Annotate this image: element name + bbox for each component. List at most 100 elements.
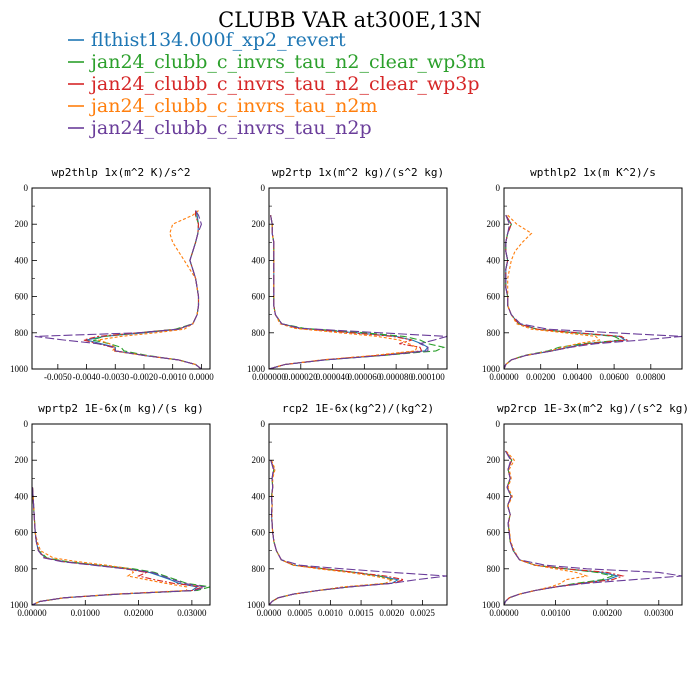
series-line-5 xyxy=(269,215,447,369)
x-tick-label: -0.0020 xyxy=(130,372,158,382)
panels: wp2thlp 1x(m^2 K)/s^2 0 200 400 600 800 1000 -0… xyxy=(10,166,689,618)
series-line-3 xyxy=(83,210,202,369)
legend-label: jan24_clubb_c_invrs_tau_n2m xyxy=(89,95,377,117)
series-line-1 xyxy=(269,215,429,369)
x-tick-label: 0.000000 xyxy=(252,372,286,382)
plot-frame xyxy=(268,187,448,370)
series-line-5 xyxy=(504,214,682,369)
y-tick-label: 800 xyxy=(487,328,501,338)
panel-2: wp2rtp 1x(m^2 kg)/(s^2 kg) 0 200 400 600 800 1… xyxy=(247,166,448,382)
x-tick-label: 0.00100 xyxy=(541,608,571,618)
legend-label: jan24_clubb_c_invrs_tau_n2_clear_wp3m xyxy=(89,51,485,73)
y-tick-label: 600 xyxy=(15,528,29,538)
series-line-5 xyxy=(32,487,206,605)
series-line-4 xyxy=(504,214,601,369)
y-tick-label: 800 xyxy=(252,564,266,574)
y-tick-label: 400 xyxy=(487,491,501,501)
y-tick-label: 200 xyxy=(487,219,501,229)
plot-frame xyxy=(31,423,211,606)
x-tick-label: 0.00000 xyxy=(489,608,519,618)
y-tick-label: 600 xyxy=(252,292,266,302)
y-tick-label: 200 xyxy=(487,455,501,465)
y-tick-label: 800 xyxy=(487,564,501,574)
x-tick-label: 0.000100 xyxy=(411,372,445,382)
panel-title: rcp2 1E-6x(kg^2)/(kg^2) xyxy=(282,402,434,415)
series-line-1 xyxy=(32,487,199,605)
legend-entry: jan24_clubb_c_invrs_tau_n2_clear_wp3m xyxy=(68,51,485,73)
x-tick-label: 0.03000 xyxy=(177,608,207,618)
y-tick-label: 200 xyxy=(252,455,266,465)
series-line-4 xyxy=(269,459,394,605)
y-tick-label: 200 xyxy=(15,219,29,229)
y-tick-label: 600 xyxy=(15,292,29,302)
series-line-3 xyxy=(269,215,423,369)
x-tick-label: 0.000060 xyxy=(347,372,381,382)
legend: flthist134.000f_xp2_revertjan24_clubb_c_… xyxy=(68,29,485,139)
y-tick-label: 200 xyxy=(15,455,29,465)
x-tick-label: 0.0015 xyxy=(349,608,374,618)
x-tick-label: 0.00400 xyxy=(563,372,593,382)
series-line-1 xyxy=(269,460,400,605)
series-line-5 xyxy=(269,460,447,605)
x-tick-label: 0.0000 xyxy=(189,372,214,382)
y-tick-label: 600 xyxy=(487,292,501,302)
panel-title: wprtp2 1E-6x(m kg)/(s kg) xyxy=(38,402,204,415)
y-tick-label: 0 xyxy=(496,419,501,429)
y-tick-label: 400 xyxy=(252,255,266,265)
x-tick-label: 0.000080 xyxy=(379,372,413,382)
y-tick-label: 1000 xyxy=(247,364,266,374)
series-line-2 xyxy=(504,214,624,369)
series-line-3 xyxy=(32,487,203,605)
y-tick-label: 400 xyxy=(487,255,501,265)
plot-frame xyxy=(268,423,448,606)
x-tick-label: 0.0025 xyxy=(410,608,435,618)
x-tick-label: 0.0000 xyxy=(257,608,282,618)
legend-entry: flthist134.000f_xp2_revert xyxy=(68,29,346,51)
y-tick-label: 0 xyxy=(24,419,29,429)
legend-label: jan24_clubb_c_invrs_tau_n2_clear_wp3p xyxy=(89,73,480,95)
x-tick-label: 0.0005 xyxy=(287,608,312,618)
y-tick-label: 1000 xyxy=(10,600,29,610)
y-tick-label: 600 xyxy=(252,528,266,538)
figure-title: CLUBB VAR at300E,13N xyxy=(218,8,482,32)
x-tick-label: 0.00200 xyxy=(593,608,623,618)
series-line-2 xyxy=(32,487,210,605)
y-tick-label: 800 xyxy=(15,328,29,338)
plot-frame xyxy=(503,187,683,370)
x-tick-label: 0.000020 xyxy=(284,372,318,382)
x-tick-label: 0.00300 xyxy=(644,608,674,618)
y-tick-label: 1000 xyxy=(10,364,29,374)
panel-5: rcp2 1E-6x(kg^2)/(kg^2) 0 200 400 600 800 1000… xyxy=(247,402,448,618)
x-tick-label: -0.0030 xyxy=(101,372,129,382)
x-tick-label: 0.0010 xyxy=(318,608,343,618)
x-tick-label: -0.0040 xyxy=(73,372,101,382)
y-tick-label: 600 xyxy=(487,528,501,538)
series-line-4 xyxy=(504,450,589,605)
x-tick-label: 0.00000 xyxy=(489,372,519,382)
y-tick-label: 1000 xyxy=(247,600,266,610)
x-tick-label: 0.00600 xyxy=(599,372,629,382)
y-tick-label: 400 xyxy=(252,491,266,501)
x-tick-label: 0.0020 xyxy=(379,608,404,618)
x-tick-label: -0.0050 xyxy=(44,372,72,382)
x-tick-label: 0.00000 xyxy=(17,608,47,618)
y-tick-label: 0 xyxy=(496,183,501,193)
panel-3: wpthlp2 1x(m K^2)/s020040060080010000.00… xyxy=(482,166,683,382)
x-tick-label: -0.0010 xyxy=(159,372,187,382)
x-tick-label: 0.000040 xyxy=(316,372,350,382)
panel-title: wp2thlp 1x(m^2 K)/s^2 xyxy=(51,166,190,179)
x-tick-label: 0.01000 xyxy=(71,608,101,618)
panel-title: wp2rcp 1E-3x(m^2 kg)/(s^2 kg) xyxy=(497,402,689,415)
series-line-2 xyxy=(269,215,446,369)
y-tick-label: 0 xyxy=(261,183,266,193)
plot-frame xyxy=(31,187,211,370)
y-tick-label: 800 xyxy=(252,328,266,338)
legend-entry: jan24_clubb_c_invrs_tau_n2m xyxy=(68,95,377,117)
y-tick-label: 400 xyxy=(15,491,29,501)
panel-title: wp2rtp 1x(m^2 kg)/(s^2 kg) xyxy=(272,166,444,179)
series-line-4 xyxy=(32,487,188,605)
y-tick-label: 0 xyxy=(24,183,29,193)
series-line-5 xyxy=(34,210,202,369)
legend-entry: jan24_clubb_c_invrs_tau_n2_clear_wp3p xyxy=(68,73,480,95)
x-tick-label: 0.00800 xyxy=(636,372,666,382)
